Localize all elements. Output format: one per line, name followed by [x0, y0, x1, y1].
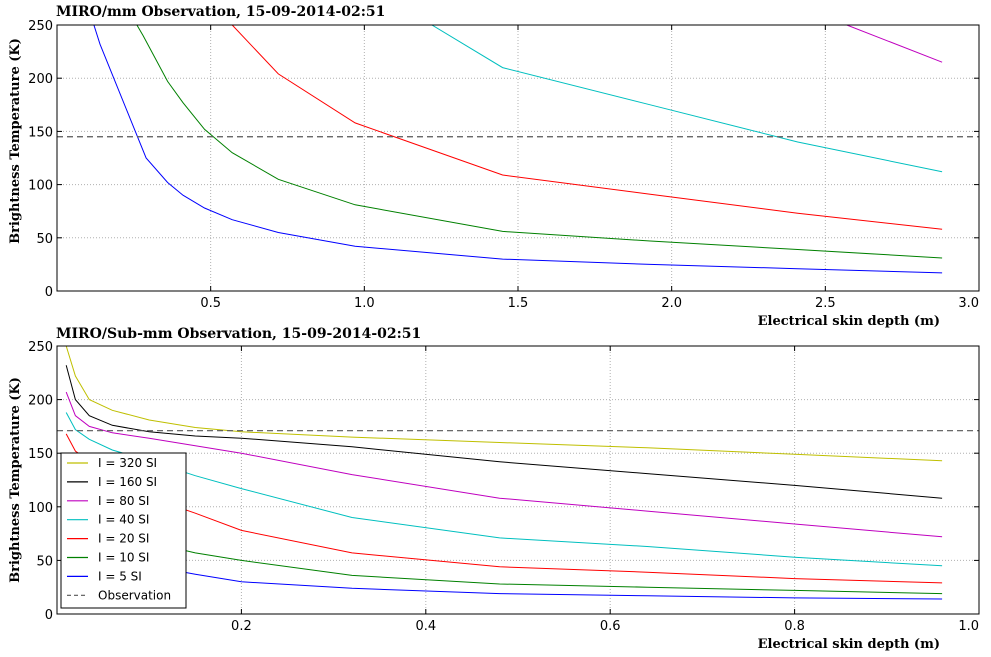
top-chart-ticks: 0.5 1.0 1.5 2.0 2.5 3.0 0 50 100 150 200 250 — [28, 19, 980, 311]
top-chart-title: MIRO/mm Observation, 15-09-2014-02:51 — [56, 4, 385, 20]
top-chart-x-tick-label: 2.5 — [815, 296, 836, 311]
bottom-chart: MIRO/Sub-mm Observation, 15-09-2014-02:5… — [8, 326, 980, 652]
top-chart-series-line — [431, 25, 943, 173]
bottom-chart-y-tick-label: 50 — [36, 554, 53, 569]
legend-label: I = 10 SI — [98, 551, 149, 565]
top-chart-y-axis-label: Brightness Temperature (K) — [8, 38, 23, 244]
bottom-chart-series-line — [65, 346, 943, 462]
top-chart-x-tick-label: 3.0 — [958, 296, 979, 311]
bottom-chart-series-line — [65, 391, 943, 538]
bottom-chart-series-line — [112, 532, 943, 595]
bottom-chart-y-tick-label: 0 — [45, 608, 53, 623]
bottom-chart-y-tick-label: 150 — [28, 447, 53, 462]
top-chart-y-tick-label: 50 — [36, 232, 53, 247]
legend-label: I = 160 SI — [98, 475, 157, 489]
bottom-chart-x-tick-label: 0.6 — [600, 619, 621, 634]
top-chart-y-tick-label: 0 — [45, 285, 53, 300]
bottom-chart-title: MIRO/Sub-mm Observation, 15-09-2014-02:5… — [56, 326, 421, 342]
top-chart-series-line — [136, 25, 943, 259]
top-chart-y-tick-label: 250 — [28, 19, 53, 34]
bottom-chart-x-axis-label: Electrical skin depth (m) — [758, 637, 940, 652]
bottom-chart-frame — [56, 345, 980, 615]
bottom-chart-series-line — [65, 365, 943, 499]
bottom-chart-ticks: 0.2 0.4 0.6 0.8 1.0 0 50 100 150 200 250 — [28, 340, 980, 634]
bottom-chart-y-tick-label: 250 — [28, 340, 53, 355]
top-chart-x-tick-label: 1.5 — [508, 296, 529, 311]
top-chart-y-tick-label: 200 — [28, 72, 53, 87]
top-chart: MIRO/mm Observation, 15-09-2014-02:51 Br… — [8, 4, 980, 329]
top-chart-series-line — [93, 25, 943, 274]
legend-label: I = 20 SI — [98, 532, 149, 546]
bottom-chart-x-tick-label: 0.8 — [784, 619, 805, 634]
bottom-chart-y-axis-label: Brightness Temperature (K) — [8, 377, 23, 583]
top-chart-x-tick-label: 1.0 — [354, 296, 375, 311]
legend-label: I = 320 SI — [98, 456, 157, 470]
legend-label: I = 5 SI — [98, 569, 142, 583]
legend-box — [60, 452, 187, 609]
top-chart-frame — [56, 24, 980, 292]
top-chart-x-tick-label: 0.5 — [200, 296, 221, 311]
legend-label: Observation — [98, 588, 171, 602]
bottom-chart-y-tick-label: 100 — [28, 501, 53, 516]
top-chart-series-line — [846, 25, 943, 63]
bottom-chart-legend: I = 320 SI I = 160 SI I = 80 SI I = 40 SI I … — [60, 452, 187, 609]
top-chart-x-axis-label: Electrical skin depth (m) — [758, 314, 940, 329]
bottom-chart-x-tick-label: 0.2 — [231, 619, 252, 634]
legend-label: I = 80 SI — [98, 494, 149, 508]
legend-label: I = 40 SI — [98, 513, 149, 527]
top-chart-series-line — [231, 25, 943, 230]
bottom-chart-x-tick-label: 0.4 — [415, 619, 436, 634]
top-chart-grid — [57, 24, 980, 292]
bottom-chart-series-line — [65, 412, 943, 567]
top-chart-y-tick-label: 150 — [28, 125, 53, 140]
bottom-chart-x-tick-label: 1.0 — [958, 619, 979, 634]
bottom-chart-series-line — [149, 565, 943, 600]
top-chart-plot-area — [57, 25, 979, 274]
bottom-chart-plot-area — [57, 346, 979, 600]
top-chart-y-tick-label: 100 — [28, 179, 53, 194]
bottom-chart-y-tick-label: 200 — [28, 394, 53, 409]
top-chart-x-tick-label: 2.0 — [661, 296, 682, 311]
